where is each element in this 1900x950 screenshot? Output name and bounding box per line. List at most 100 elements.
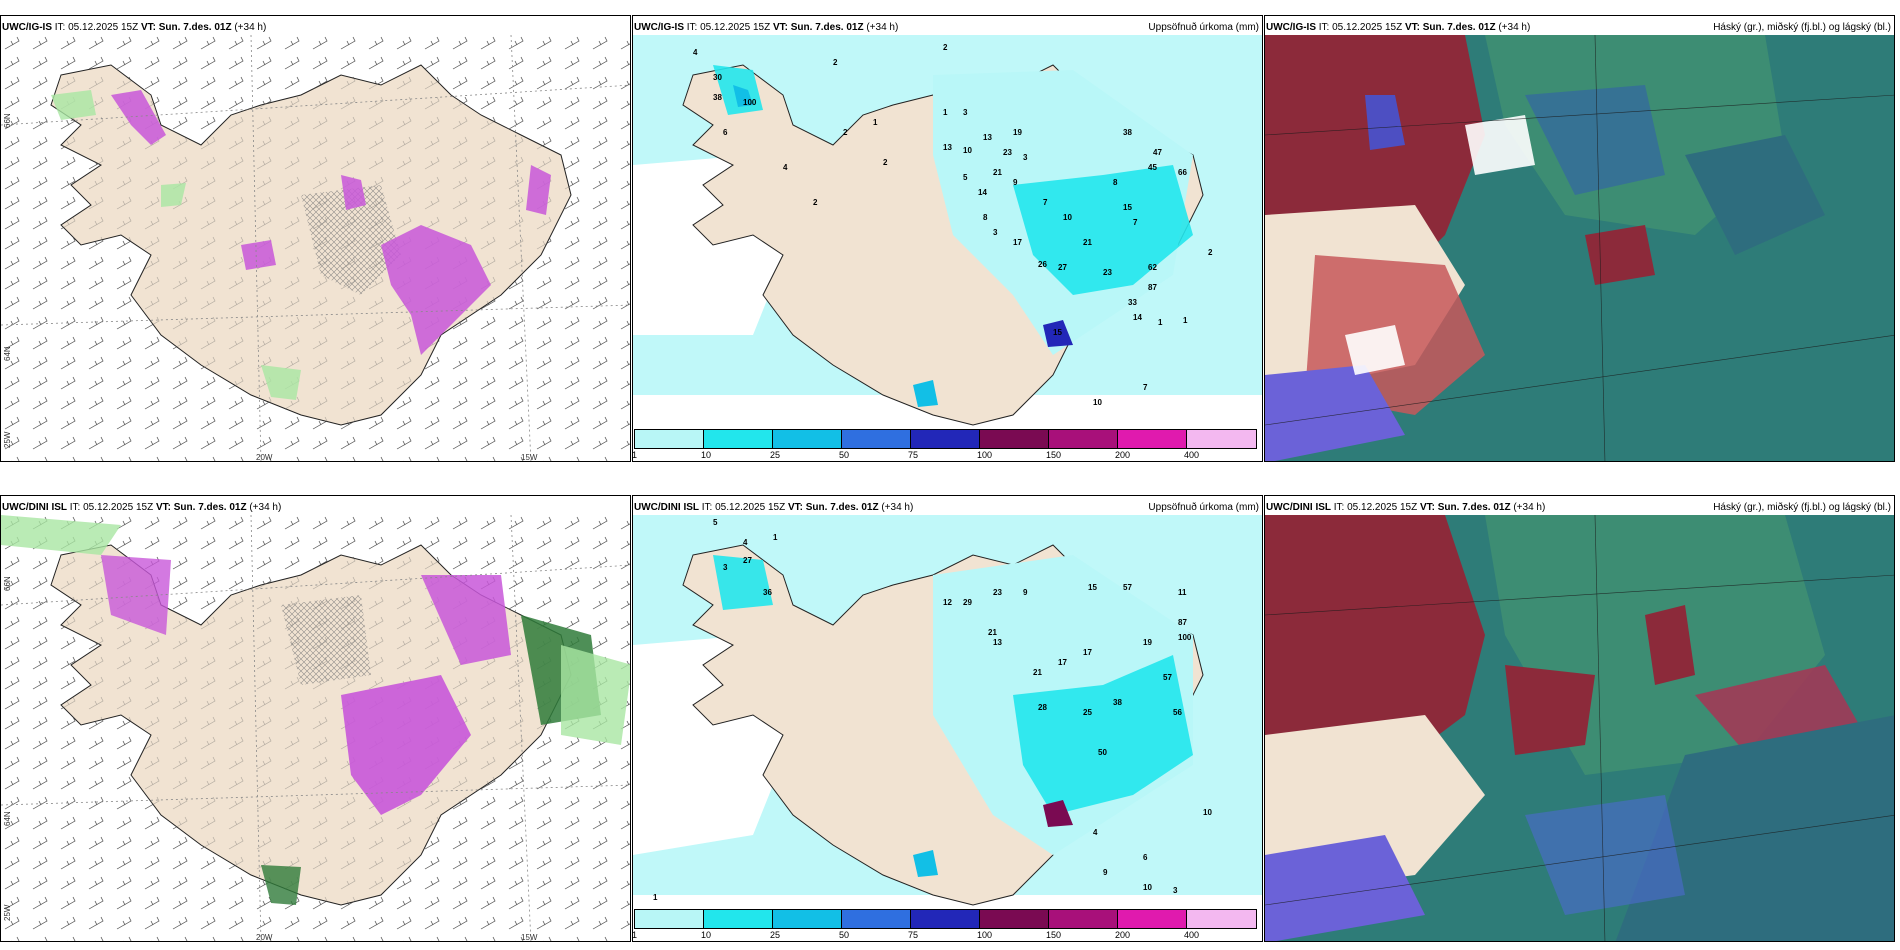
colorbar-tick: 10	[701, 930, 712, 940]
svg-text:12: 12	[943, 598, 952, 607]
colorbar-segment	[635, 910, 704, 928]
colorbar-tick: 1	[632, 930, 638, 940]
lon-label-15w: 15W	[521, 453, 538, 462]
svg-text:19: 19	[1143, 638, 1152, 647]
svg-text:2: 2	[943, 43, 948, 52]
precip-colorbar	[634, 429, 1257, 449]
panel-title: UWC/IG-IS IT: 05.12.2025 15Z VT: Sun. 7.…	[2, 22, 267, 33]
colorbar-tick: 150	[1046, 450, 1062, 460]
panel-title: UWC/IG-IS IT: 05.12.2025 15Z VT: Sun. 7.…	[1266, 22, 1531, 33]
cloud-map-bottom	[1265, 515, 1894, 941]
svg-text:100: 100	[1178, 633, 1192, 642]
svg-text:29: 29	[963, 598, 972, 607]
svg-text:2: 2	[813, 198, 818, 207]
svg-text:57: 57	[1163, 673, 1172, 682]
snow-map	[1, 35, 630, 461]
colorbar-tick: 100	[977, 930, 993, 940]
svg-text:27: 27	[1058, 263, 1067, 272]
svg-text:13: 13	[993, 638, 1002, 647]
svg-text:10: 10	[963, 146, 972, 155]
svg-text:26: 26	[1038, 260, 1047, 269]
svg-text:3: 3	[1173, 886, 1178, 895]
colorbar-tick: 100	[977, 450, 993, 460]
svg-text:3: 3	[963, 108, 968, 117]
map-panel-ig-clouds[interactable]: UWC/IG-IS IT: 05.12.2025 15Z VT: Sun. 7.…	[1264, 15, 1895, 462]
legend-title: Háský (gr.), miðský (fj.bl.) og lágský (…	[1713, 502, 1891, 513]
lat-label-25w: 25W	[3, 904, 12, 921]
svg-text:21: 21	[1083, 238, 1092, 247]
colorbar-segment	[980, 430, 1049, 448]
lat-label-64n: 64N	[3, 346, 12, 361]
svg-text:8: 8	[983, 213, 988, 222]
snow-area-east	[381, 225, 491, 355]
lat-label-66n: 66N	[3, 576, 12, 591]
legend-title: Uppsöfnuð úrkoma (mm)	[1148, 502, 1259, 513]
colorbar-tick: 75	[908, 930, 919, 940]
legend-title: Uppsöfnuð úrkoma (mm)	[1148, 22, 1259, 33]
svg-text:57: 57	[1123, 583, 1132, 592]
svg-text:30: 30	[713, 73, 722, 82]
colorbar-segment	[704, 430, 773, 448]
svg-text:28: 28	[1038, 703, 1047, 712]
colorbar-segment	[911, 430, 980, 448]
svg-text:9: 9	[1013, 178, 1018, 187]
svg-text:10: 10	[1063, 213, 1072, 222]
map-panel-dini-clouds[interactable]: UWC/DINI ISL IT: 05.12.2025 15Z VT: Sun.…	[1264, 495, 1895, 942]
colorbar-tick: 50	[839, 930, 850, 940]
colorbar-segment	[1118, 910, 1187, 928]
map-panel-ig-snow[interactable]: UWC/IG-IS IT: 05.12.2025 15Z VT: Sun. 7.…	[0, 15, 631, 462]
svg-text:15: 15	[1123, 203, 1132, 212]
svg-text:7: 7	[1043, 198, 1048, 207]
svg-text:23: 23	[993, 588, 1002, 597]
svg-text:36: 36	[763, 588, 772, 597]
colorbar-tick: 50	[839, 450, 850, 460]
lon-label-20w: 20W	[256, 933, 273, 942]
svg-text:21: 21	[988, 628, 997, 637]
colorbar-tick: 25	[770, 930, 781, 940]
svg-text:62: 62	[1148, 263, 1157, 272]
colorbar-tick: 200	[1115, 450, 1131, 460]
svg-text:13: 13	[943, 143, 952, 152]
svg-text:14: 14	[1133, 313, 1142, 322]
colorbar-segment	[1118, 430, 1187, 448]
svg-text:1: 1	[773, 533, 778, 542]
svg-text:19: 19	[1013, 128, 1022, 137]
colorbar-segment	[980, 910, 1049, 928]
svg-text:38: 38	[713, 93, 722, 102]
lat-label-64n: 64N	[3, 811, 12, 826]
svg-text:15: 15	[1088, 583, 1097, 592]
svg-text:17: 17	[1058, 658, 1067, 667]
lon-label-15w: 15W	[521, 933, 538, 942]
svg-text:87: 87	[1148, 283, 1157, 292]
svg-text:7: 7	[1133, 218, 1138, 227]
svg-text:10: 10	[1143, 883, 1152, 892]
svg-text:2: 2	[833, 58, 838, 67]
snow-map-bottom	[1, 515, 630, 941]
svg-text:38: 38	[1113, 698, 1122, 707]
svg-text:3: 3	[1023, 153, 1028, 162]
panel-title: UWC/DINI ISL IT: 05.12.2025 15Z VT: Sun.…	[1266, 502, 1546, 513]
legend-title: Háský (gr.), miðský (fj.bl.) og lágský (…	[1713, 22, 1891, 33]
svg-text:87: 87	[1178, 618, 1187, 627]
lon-label-20w: 20W	[256, 453, 273, 462]
panel-title: UWC/DINI ISL IT: 05.12.2025 15Z VT: Sun.…	[2, 502, 282, 513]
svg-text:2: 2	[1208, 248, 1213, 257]
map-panel-dini-precip[interactable]: UWC/DINI ISL IT: 05.12.2025 15Z VT: Sun.…	[632, 495, 1263, 942]
svg-text:5: 5	[713, 518, 718, 527]
panel-title: UWC/DINI ISL IT: 05.12.2025 15Z VT: Sun.…	[634, 502, 914, 513]
colorbar-tick: 1	[632, 450, 638, 460]
panel-title: UWC/IG-IS IT: 05.12.2025 15Z VT: Sun. 7.…	[634, 22, 899, 33]
map-panel-ig-precip[interactable]: UWC/IG-IS IT: 05.12.2025 15Z VT: Sun. 7.…	[632, 15, 1263, 462]
colorbar-tick: 400	[1184, 450, 1200, 460]
colorbar-segment	[1187, 430, 1256, 448]
precip-colorbar-ticks: 1 10 25 50 75 100 150 200 400	[632, 450, 1260, 461]
svg-text:15: 15	[1053, 328, 1062, 337]
svg-text:3: 3	[993, 228, 998, 237]
lat-label-25w: 25W	[3, 431, 12, 448]
svg-text:21: 21	[993, 168, 1002, 177]
map-panel-dini-snow[interactable]: UWC/DINI ISL IT: 05.12.2025 15Z VT: Sun.…	[0, 495, 631, 942]
svg-text:10: 10	[1093, 398, 1102, 407]
svg-text:66: 66	[1178, 168, 1187, 177]
svg-text:6: 6	[723, 128, 728, 137]
colorbar-segment	[635, 430, 704, 448]
